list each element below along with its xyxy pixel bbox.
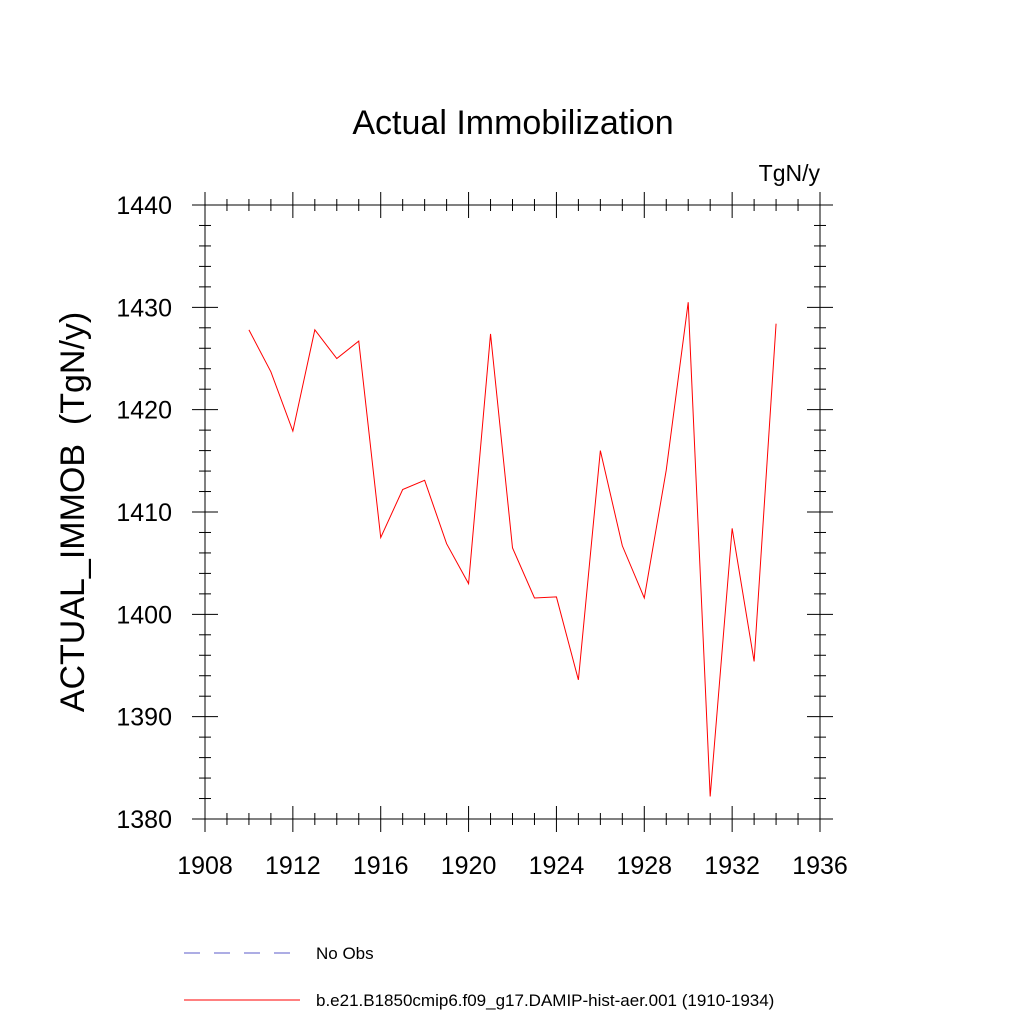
x-tick-label: 1924 xyxy=(529,852,585,880)
series-lines xyxy=(248,302,777,797)
legend-label-no-obs: No Obs xyxy=(316,944,374,963)
y-tick-label: 1390 xyxy=(116,704,172,732)
x-tick-label: 1920 xyxy=(441,852,497,880)
y-tick-label: 1410 xyxy=(116,499,172,527)
y-tick-label: 1400 xyxy=(116,601,172,629)
plot-frame xyxy=(204,204,821,820)
x-tick-label: 1932 xyxy=(704,852,760,880)
x-tick-label: 1916 xyxy=(353,852,409,880)
y-tick-label: 1380 xyxy=(116,806,172,834)
x-tick-label: 1936 xyxy=(792,852,848,880)
series-line xyxy=(248,302,777,797)
x-tick-label: 1912 xyxy=(265,852,321,880)
y-tick-label: 1440 xyxy=(116,192,172,220)
chart-title: Actual Immobilization xyxy=(352,104,673,142)
y-axis-label: ACTUAL_IMMOB (TgN/y) xyxy=(54,312,92,712)
units-label: TgN/y xyxy=(759,160,821,186)
legend-label-series: b.e21.B1850cmip6.f09_g17.DAMIP-hist-aer.… xyxy=(316,991,774,1010)
axis-ticks xyxy=(192,192,833,832)
x-tick-label: 1928 xyxy=(616,852,672,880)
x-tick-label: 1908 xyxy=(177,852,233,880)
y-tick-label: 1420 xyxy=(116,397,172,425)
y-tick-label: 1430 xyxy=(116,294,172,322)
tick-labels: 1908 1912 1916 1920 1924 1928 1932 1936 1380 1390… xyxy=(116,192,847,880)
legend: No Obs b.e21.B1850cmip6.f09_g17.DAMIP-hi… xyxy=(184,944,774,1010)
